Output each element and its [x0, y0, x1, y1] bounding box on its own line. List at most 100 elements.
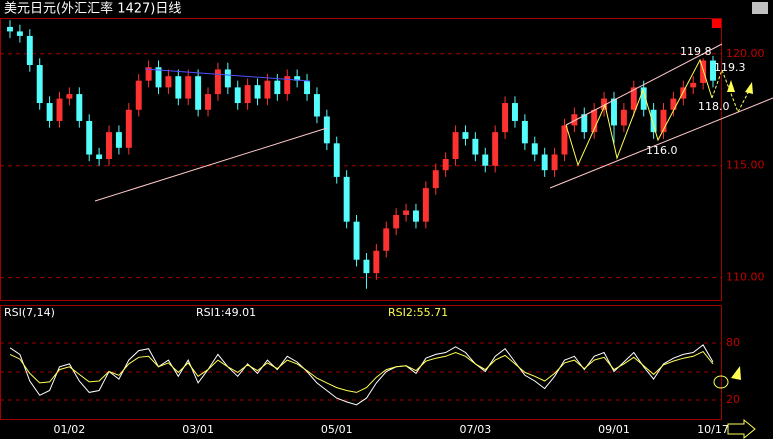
candle-body	[205, 94, 211, 110]
rsi-line	[9, 350, 714, 393]
rsi-frame	[0, 305, 722, 420]
scroll-arrow[interactable]	[727, 418, 756, 439]
y-tick-label: 115.00	[726, 159, 765, 172]
candle-body	[323, 116, 330, 144]
channel-line	[565, 43, 723, 126]
x-tick-label: 01/02	[54, 423, 86, 436]
trend-line	[144, 68, 311, 82]
candle-body	[96, 154, 103, 159]
candle-body	[155, 67, 162, 88]
candle-body	[16, 31, 23, 36]
legend-entry: RSI1:49.01	[196, 306, 256, 319]
candle-body	[244, 85, 251, 104]
candle-body	[383, 228, 390, 251]
candle-body	[452, 132, 459, 159]
arrow	[727, 80, 753, 94]
main-frame	[0, 18, 722, 301]
candle-body	[343, 176, 350, 222]
candle-body	[502, 103, 509, 133]
candle-body	[36, 65, 43, 104]
candle-body	[630, 87, 637, 110]
candle-body	[660, 109, 667, 133]
candle-body	[135, 80, 142, 110]
candle-body	[393, 214, 400, 229]
trend-line	[94, 127, 328, 202]
x-tick-label: 09/01	[598, 423, 630, 436]
candle-body	[611, 98, 617, 126]
candle-body	[650, 109, 657, 133]
candle-body	[195, 76, 202, 110]
candle-body	[175, 76, 182, 99]
y-tick-label: 110.00	[726, 271, 765, 284]
candle-body	[373, 250, 380, 274]
candle-body	[66, 94, 73, 99]
candle-body	[531, 143, 538, 155]
candle-body	[601, 98, 608, 110]
candle-body	[462, 132, 469, 139]
candle-body	[185, 76, 192, 99]
candle-body	[403, 210, 410, 215]
menu-button[interactable]	[752, 2, 768, 14]
candle-body	[284, 76, 291, 95]
candle-body	[304, 80, 311, 95]
annotation: 119.3	[714, 61, 746, 74]
candle-body	[115, 132, 122, 148]
candle-body	[432, 170, 439, 189]
candle-body	[710, 60, 716, 81]
candle-body	[521, 120, 528, 144]
candle-body	[294, 76, 301, 81]
candle-body	[482, 154, 489, 166]
candle-body	[333, 143, 340, 177]
annotation: 118.0	[698, 100, 730, 113]
candle-body	[512, 103, 518, 121]
candle-body	[224, 69, 231, 88]
candle-body	[234, 87, 241, 104]
plot-layer: 01/02 03/01 05/01 07/03 09/01 10/17 110.00 115.…	[0, 20, 765, 436]
candle-body	[492, 132, 499, 166]
candle-body	[412, 210, 419, 222]
x-tick-label: 10/17	[697, 423, 729, 436]
annotation: 119.8	[680, 45, 712, 58]
candle-body	[76, 94, 83, 121]
candle-body	[125, 109, 132, 148]
candle-body	[561, 125, 568, 155]
candle-body	[46, 103, 53, 121]
candle-body	[145, 67, 152, 81]
chart-title: 美元日元(外汇汇率 1427)日线	[4, 1, 181, 17]
candle-body	[422, 188, 429, 222]
highlight-circle	[713, 375, 729, 389]
y-tick-label: 120.00	[726, 47, 765, 60]
channel-line	[549, 97, 773, 189]
x-tick-label: 03/01	[182, 423, 214, 436]
candle-body	[541, 154, 548, 171]
wave-pattern	[565, 58, 713, 167]
candle-body	[214, 69, 221, 95]
candle-body	[26, 35, 33, 65]
candle-body	[551, 154, 558, 171]
candle-body	[680, 87, 687, 99]
candle-body	[363, 259, 370, 274]
candle-body	[313, 94, 320, 117]
x-tick-label: 05/01	[321, 423, 353, 436]
candle-body	[690, 82, 697, 88]
candle-body	[620, 109, 627, 126]
legend-entry: RSI2:55.71	[388, 306, 448, 319]
candle-body	[56, 98, 63, 121]
annotation: 116.0	[646, 144, 678, 157]
candle-body	[254, 85, 261, 99]
y-tick-label: 20	[726, 393, 740, 406]
candle-body	[571, 114, 578, 126]
y-tick-label: 80	[726, 336, 740, 349]
candle-body	[670, 98, 677, 110]
candle-body	[472, 138, 479, 155]
candle-body	[591, 109, 598, 133]
candle-body	[581, 114, 588, 133]
rsi-line	[9, 344, 714, 406]
marker-square	[712, 19, 721, 28]
candle-body	[165, 76, 172, 88]
candle-body	[106, 132, 112, 159]
candle-body	[264, 80, 271, 99]
candle-body	[353, 221, 360, 260]
